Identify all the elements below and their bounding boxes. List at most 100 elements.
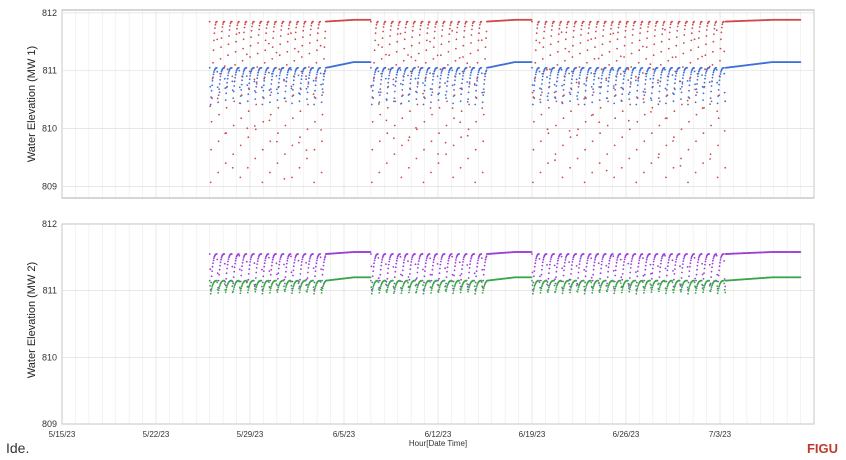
data-point xyxy=(247,273,250,275)
data-point xyxy=(553,20,555,23)
data-point xyxy=(269,101,271,104)
data-point xyxy=(533,80,536,82)
data-point xyxy=(583,181,586,184)
data-point xyxy=(600,68,603,71)
data-point xyxy=(485,70,487,73)
data-point xyxy=(370,103,373,106)
data-point xyxy=(416,288,418,291)
data-point xyxy=(629,83,632,85)
data-point xyxy=(238,280,241,283)
data-point xyxy=(468,81,471,83)
data-point xyxy=(718,83,720,86)
data-point xyxy=(649,66,651,69)
data-point xyxy=(433,37,436,39)
data-point xyxy=(611,20,614,23)
data-point xyxy=(650,272,652,275)
data-point xyxy=(246,286,249,288)
data-point xyxy=(410,72,413,75)
data-point xyxy=(284,153,286,156)
data-point xyxy=(282,279,285,282)
data-point xyxy=(218,91,221,94)
data-point xyxy=(401,269,404,272)
data-point xyxy=(284,124,287,127)
data-point xyxy=(624,29,627,32)
data-point xyxy=(681,284,684,287)
data-point xyxy=(652,68,655,71)
data-point xyxy=(256,66,259,68)
data-point xyxy=(604,253,607,255)
data-point xyxy=(228,29,231,31)
data-point xyxy=(254,290,257,293)
data-point xyxy=(301,36,304,38)
data-point xyxy=(230,253,233,255)
data-point xyxy=(239,95,242,97)
data-point xyxy=(377,257,380,259)
data-point xyxy=(467,277,470,279)
data-point xyxy=(722,66,725,69)
data-point xyxy=(378,171,381,174)
data-point xyxy=(723,91,726,94)
data-point xyxy=(484,46,487,48)
data-point xyxy=(406,253,409,255)
data-point xyxy=(440,43,443,46)
data-point xyxy=(534,76,537,79)
data-point xyxy=(373,61,375,64)
data-point xyxy=(567,279,570,282)
data-point xyxy=(468,267,471,269)
data-point xyxy=(665,144,668,147)
data-point xyxy=(565,26,568,29)
data-point xyxy=(710,90,712,93)
data-point xyxy=(392,20,394,23)
data-point xyxy=(571,78,573,81)
data-point xyxy=(682,257,685,260)
data-point xyxy=(294,257,297,259)
data-point xyxy=(235,33,238,35)
data-point xyxy=(703,86,705,89)
data-point xyxy=(289,67,292,69)
data-point xyxy=(613,102,616,105)
data-point xyxy=(682,263,684,265)
data-point xyxy=(575,20,578,23)
data-point xyxy=(562,144,564,147)
data-point xyxy=(658,124,661,127)
data-point xyxy=(461,285,463,288)
data-point xyxy=(649,253,651,255)
data-point xyxy=(590,114,593,117)
data-point xyxy=(570,87,572,90)
data-point xyxy=(619,66,622,69)
data-point xyxy=(416,91,418,94)
data-point xyxy=(577,91,579,94)
data-point xyxy=(640,23,642,26)
data-point xyxy=(605,77,608,80)
data-point xyxy=(223,65,226,67)
data-point xyxy=(269,287,272,290)
data-point xyxy=(225,86,228,89)
data-point xyxy=(216,70,219,73)
data-point xyxy=(383,23,385,25)
data-point xyxy=(409,78,412,81)
data-point xyxy=(715,253,718,255)
data-point xyxy=(469,52,472,55)
data-point xyxy=(609,40,611,43)
data-point xyxy=(445,290,447,293)
data-point xyxy=(674,261,677,263)
data-point xyxy=(261,268,263,271)
data-point xyxy=(686,253,688,255)
data-point xyxy=(624,36,626,38)
data-point xyxy=(269,140,272,143)
data-point xyxy=(645,46,648,48)
data-point xyxy=(531,20,533,23)
data-point xyxy=(480,67,483,69)
data-point xyxy=(636,287,639,290)
data-point xyxy=(446,270,448,273)
data-point xyxy=(718,285,720,288)
data-point xyxy=(454,79,456,82)
data-point xyxy=(687,292,689,295)
data-point xyxy=(535,257,538,260)
data-point xyxy=(644,78,647,81)
data-point xyxy=(549,54,552,57)
data-point xyxy=(601,74,603,77)
data-point xyxy=(638,39,641,42)
data-point xyxy=(240,287,243,290)
data-point xyxy=(642,274,645,277)
